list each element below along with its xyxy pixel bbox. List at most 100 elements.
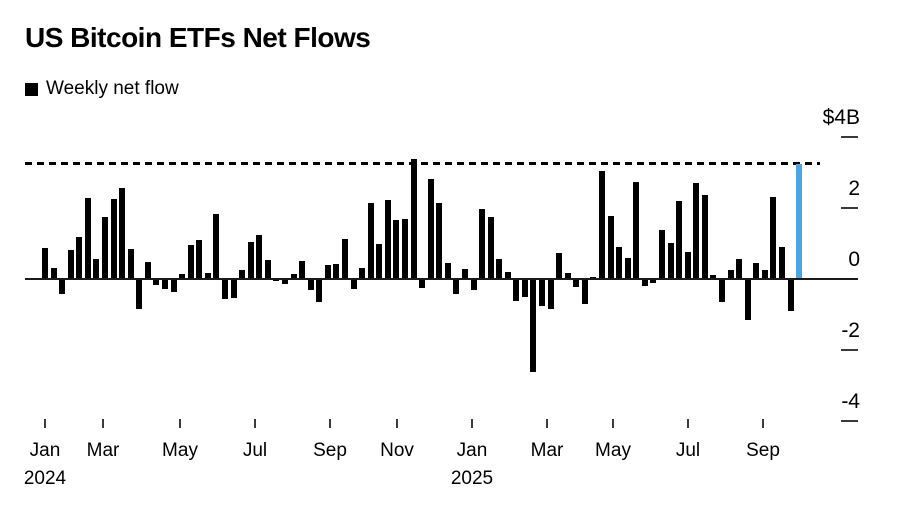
x-axis-tick [612, 419, 614, 428]
weekly-net-flow-bar [745, 279, 751, 320]
weekly-net-flow-bar [128, 249, 134, 279]
weekly-net-flow-bar [479, 209, 485, 279]
weekly-net-flow-bar [702, 195, 708, 279]
weekly-net-flow-bar [411, 159, 417, 279]
weekly-net-flow-bar [710, 275, 716, 279]
x-axis-month-label: May [595, 440, 631, 461]
weekly-net-flow-bar [85, 198, 91, 279]
weekly-net-flow-bar [471, 279, 477, 290]
x-axis-tick [471, 419, 473, 428]
weekly-net-flow-bar [779, 247, 785, 279]
x-axis-tick [179, 419, 181, 428]
weekly-net-flow-bar [548, 279, 554, 309]
x-axis-month-label: May [162, 440, 198, 461]
weekly-net-flow-bar [488, 217, 494, 279]
weekly-net-flow-bar [462, 269, 468, 279]
y-axis-label: -4 [841, 390, 860, 413]
x-axis-tick [396, 419, 398, 428]
x-axis-month-label: Mar [86, 440, 120, 461]
x-axis-month-label: Mar [530, 440, 564, 461]
weekly-net-flow-bar [556, 253, 562, 279]
weekly-net-flow-bar [359, 268, 365, 279]
weekly-net-flow-bar [728, 270, 734, 279]
weekly-net-flow-bar [282, 279, 288, 284]
legend-label: Weekly net flow [46, 78, 179, 99]
y-axis-label: -2 [841, 319, 860, 342]
x-axis-month-label: Nov [380, 440, 414, 461]
weekly-net-flow-bar [633, 182, 639, 279]
weekly-net-flow-bar [325, 265, 331, 279]
weekly-net-flow-bar [171, 279, 177, 292]
weekly-net-flow-bar [351, 279, 357, 289]
weekly-net-flow-bar [368, 203, 374, 279]
weekly-net-flow-bar [573, 279, 579, 287]
record-level-dashed-line [25, 162, 820, 165]
weekly-net-flow-bar [119, 188, 125, 279]
x-axis-year-label: 2024 [23, 468, 67, 489]
weekly-net-flow-bar [196, 240, 202, 279]
x-axis-month-label: Jul [675, 440, 701, 461]
legend: Weekly net flow [25, 78, 179, 100]
weekly-net-flow-bar [685, 252, 691, 279]
weekly-net-flow-bar [265, 260, 271, 279]
x-axis-month-label: Jan [29, 440, 61, 461]
weekly-net-flow-bar [513, 279, 519, 301]
x-axis-month-label: Sep [313, 440, 347, 461]
x-axis-tick [762, 419, 764, 428]
x-axis-tick [254, 419, 256, 428]
x-axis-month-label: Jan [456, 440, 488, 461]
weekly-net-flow-bar [231, 279, 237, 298]
weekly-net-flow-bar [565, 273, 571, 279]
y-axis-tick [841, 136, 858, 138]
weekly-net-flow-bar [316, 279, 322, 302]
weekly-net-flow-bar [642, 279, 648, 286]
y-axis-tick [841, 207, 858, 209]
weekly-net-flow-bar [68, 250, 74, 279]
weekly-net-flow-bar [668, 243, 674, 279]
weekly-net-flow-bar [299, 261, 305, 279]
weekly-net-flow-bar [419, 279, 425, 288]
weekly-net-flow-bar [256, 235, 262, 279]
weekly-net-flow-bar [248, 242, 254, 279]
weekly-net-flow-bar [762, 270, 768, 279]
weekly-net-flow-bar [719, 279, 725, 302]
weekly-net-flow-bar [333, 264, 339, 279]
weekly-net-flow-bar [539, 279, 545, 306]
chart-title: US Bitcoin ETFs Net Flows [25, 22, 371, 53]
weekly-net-flow-bar [308, 279, 314, 290]
weekly-net-flow-bar [222, 279, 228, 299]
weekly-net-flow-bar [436, 203, 442, 279]
weekly-net-flow-bar [753, 263, 759, 279]
weekly-net-flow-bar [205, 273, 211, 279]
weekly-net-flow-bar [428, 179, 434, 279]
legend-swatch-icon [25, 82, 38, 96]
weekly-net-flow-bar [650, 279, 656, 283]
weekly-net-flow-bar [145, 262, 151, 279]
weekly-net-flow-bar [393, 220, 399, 279]
weekly-net-flow-bar [402, 219, 408, 279]
y-axis-tick [841, 349, 858, 351]
weekly-net-flow-bar [788, 279, 794, 311]
weekly-net-flow-bar [505, 272, 511, 279]
weekly-net-flow-bar [111, 199, 117, 279]
weekly-net-flow-bar [599, 171, 605, 279]
y-axis-label: 2 [848, 177, 860, 200]
x-axis-month-label: Sep [746, 440, 780, 461]
x-axis-tick [687, 419, 689, 428]
weekly-net-flow-bar [273, 279, 279, 281]
weekly-net-flow-bar [179, 274, 185, 279]
x-axis-tick [102, 419, 104, 428]
weekly-net-flow-bar [239, 270, 245, 279]
weekly-net-flow-bar [736, 259, 742, 279]
weekly-net-flow-bar [453, 279, 459, 294]
weekly-net-flow-bar [770, 197, 776, 279]
weekly-net-flow-bar [376, 244, 382, 279]
x-axis-month-label: Jul [242, 440, 268, 461]
weekly-net-flow-bar [93, 259, 99, 279]
weekly-net-flow-bar [608, 216, 614, 279]
x-axis-tick [546, 419, 548, 428]
weekly-net-flow-bar [530, 279, 536, 372]
weekly-net-flow-bar [59, 279, 65, 294]
weekly-net-flow-bar [659, 230, 665, 279]
